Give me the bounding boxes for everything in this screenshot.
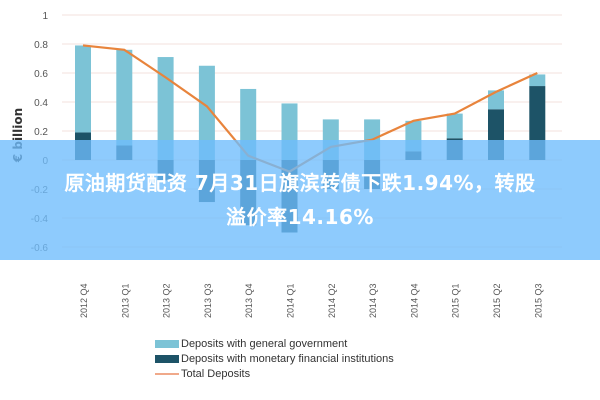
x-tick-label: 2013 Q3 [203, 283, 213, 318]
bar-general-government [157, 57, 174, 160]
x-tick-label: 2014 Q3 [368, 283, 378, 318]
x-tick-label: 2013 Q2 [162, 283, 172, 318]
x-tick-label: 2015 Q1 [451, 283, 461, 318]
x-tick-label: 2012 Q4 [79, 283, 89, 318]
bar-general-government [488, 90, 504, 110]
x-tick-label: 2014 Q1 [286, 283, 296, 318]
legend-line-total-deposits [155, 372, 179, 375]
bar-general-government [198, 65, 215, 160]
x-tick-label: 2015 Q3 [533, 283, 543, 318]
chart-legend: Deposits with general government Deposit… [155, 336, 394, 381]
x-tick-label: 2013 Q4 [244, 283, 254, 318]
legend-swatch-general-government [155, 339, 179, 348]
y-tick-label: 0.2 [34, 127, 48, 138]
headline-banner: 原油期货配资 7月31日旗滨转债下跌1.94%，转股 溢价率14.16% [0, 140, 600, 260]
bar-general-government [75, 45, 91, 133]
bar-general-government [116, 49, 133, 146]
legend-item-total-deposits: Total Deposits [155, 366, 394, 381]
bar-general-government [529, 74, 546, 87]
headline-line-1: 原油期货配资 7月31日旗滨转债下跌1.94%，转股 [64, 171, 536, 195]
legend-label: Total Deposits [181, 367, 251, 380]
legend-label: Deposits with general government [181, 337, 348, 350]
x-axis-ticks: 2012 Q4 2013 Q1 2013 Q2 2013 Q3 2013 Q4 2014 … [79, 283, 543, 318]
x-tick-label: 2015 Q2 [492, 283, 502, 318]
y-tick-label: 1 [42, 11, 48, 22]
headline-line-2: 溢价率14.16% [226, 205, 374, 229]
legend-item-mfi: Deposits with monetary financial institu… [155, 351, 394, 366]
x-tick-label: 2013 Q1 [120, 283, 130, 318]
y-tick-label: 0.4 [34, 98, 48, 109]
bar-general-government [446, 113, 463, 139]
x-tick-label: 2014 Q2 [327, 283, 337, 318]
x-tick-label: 2014 Q4 [409, 283, 419, 318]
legend-item-general-government: Deposits with general government [155, 336, 394, 351]
legend-label: Deposits with monetary financial institu… [181, 352, 394, 365]
y-tick-label: 0.8 [34, 40, 48, 51]
legend-swatch-mfi [155, 354, 179, 363]
y-tick-label: 0.6 [34, 69, 48, 80]
